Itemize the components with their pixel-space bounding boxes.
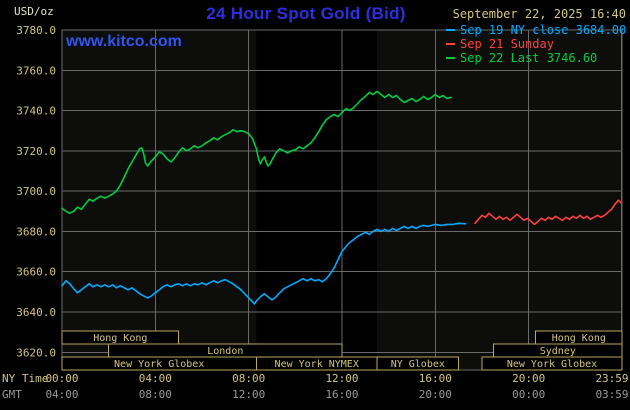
kitco-watermark: www.kitco.com (66, 33, 182, 50)
x-tick-label-ny: 08:00 (232, 372, 265, 385)
session-box (376, 356, 460, 371)
legend-item-sep22: Sep 22 Last 3746.60 (446, 51, 626, 65)
nymex-session-band (256, 30, 377, 370)
y-tick-label: 3700.0 (16, 185, 56, 198)
x-tick-label-ny: 16:00 (419, 372, 452, 385)
legend-item-sep19: Sep 19 NY close 3684.00 (446, 23, 626, 37)
session-label: Sydney (540, 346, 576, 357)
session-label: Hong Kong (93, 333, 147, 344)
ny-time-axis-label: NY Time (2, 372, 48, 385)
price-series-sep19 (61, 222, 467, 305)
x-tick-label-gmt: 12:00 (232, 388, 265, 401)
x-tick-label-gmt: 04:00 (45, 388, 78, 401)
sep22-line-swatch (446, 57, 455, 59)
y-tick-label: 3640.0 (16, 306, 56, 319)
legend-label-sep19: Sep 19 NY close 3684.00 (460, 23, 627, 37)
gmt-axis-label: GMT (2, 388, 22, 401)
legend: Sep 19 NY close 3684.00 Sep 21 Sunday Se… (446, 23, 626, 65)
sep19-line-swatch (446, 29, 455, 31)
session-label: New York Globex (114, 359, 204, 370)
session-label: NY Globex (391, 359, 445, 370)
unit-label: USD/oz (14, 5, 54, 18)
y-tick-label: 3660.0 (16, 266, 56, 279)
y-tick-label: 3780.0 (16, 24, 56, 37)
x-tick-label-gmt: 16:00 (325, 388, 358, 401)
x-tick-label-gmt: 00:00 (512, 388, 545, 401)
y-tick-label: 3740.0 (16, 105, 56, 118)
x-tick-label-gmt: 20:00 (419, 388, 452, 401)
y-tick-label: 3720.0 (16, 145, 56, 158)
legend-label-sep22: Sep 22 Last 3746.60 (460, 51, 598, 65)
x-tick-label-ny: 04:00 (139, 372, 172, 385)
legend-label-sep21: Sep 21 Sunday (460, 37, 554, 51)
sep21-line-swatch (446, 43, 455, 45)
x-tick-label-ny: 20:00 (512, 372, 545, 385)
y-tick-label: 3760.0 (16, 64, 56, 77)
chart-datetime: September 22, 2025 16:40 (452, 7, 626, 21)
session-label: New York Globex (507, 359, 597, 370)
x-tick-label-ny: 23:59 (595, 372, 628, 385)
x-tick-label-gmt: 08:00 (139, 388, 172, 401)
price-series-sep22 (61, 90, 452, 215)
legend-item-sep21: Sep 21 Sunday (446, 37, 626, 51)
session-box (481, 356, 623, 371)
session-label: London (207, 346, 243, 357)
chart-title: 24 Hour Spot Gold (Bid) (206, 4, 406, 23)
y-tick-label: 3620.0 (16, 346, 56, 359)
session-label: New York NYMEX (275, 359, 359, 370)
y-tick-label: 3680.0 (16, 225, 56, 238)
session-label: Hong Kong (552, 333, 606, 344)
x-tick-label-ny: 12:00 (325, 372, 358, 385)
x-tick-label-ny: 00:00 (45, 372, 78, 385)
x-tick-label-gmt: 03:59 (595, 388, 628, 401)
price-series-sep21 (474, 199, 623, 226)
